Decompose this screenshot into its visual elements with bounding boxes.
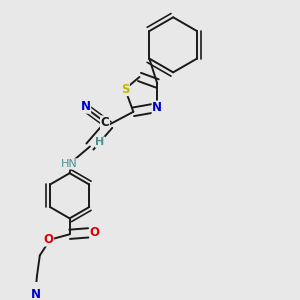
Text: O: O [44, 233, 53, 246]
Text: N: N [81, 100, 91, 113]
Text: C: C [100, 116, 109, 129]
Text: HN: HN [61, 159, 78, 169]
Text: S: S [121, 82, 129, 96]
Text: H: H [95, 137, 105, 147]
Text: N: N [31, 288, 40, 300]
Text: N: N [152, 101, 162, 114]
Text: O: O [90, 226, 100, 239]
